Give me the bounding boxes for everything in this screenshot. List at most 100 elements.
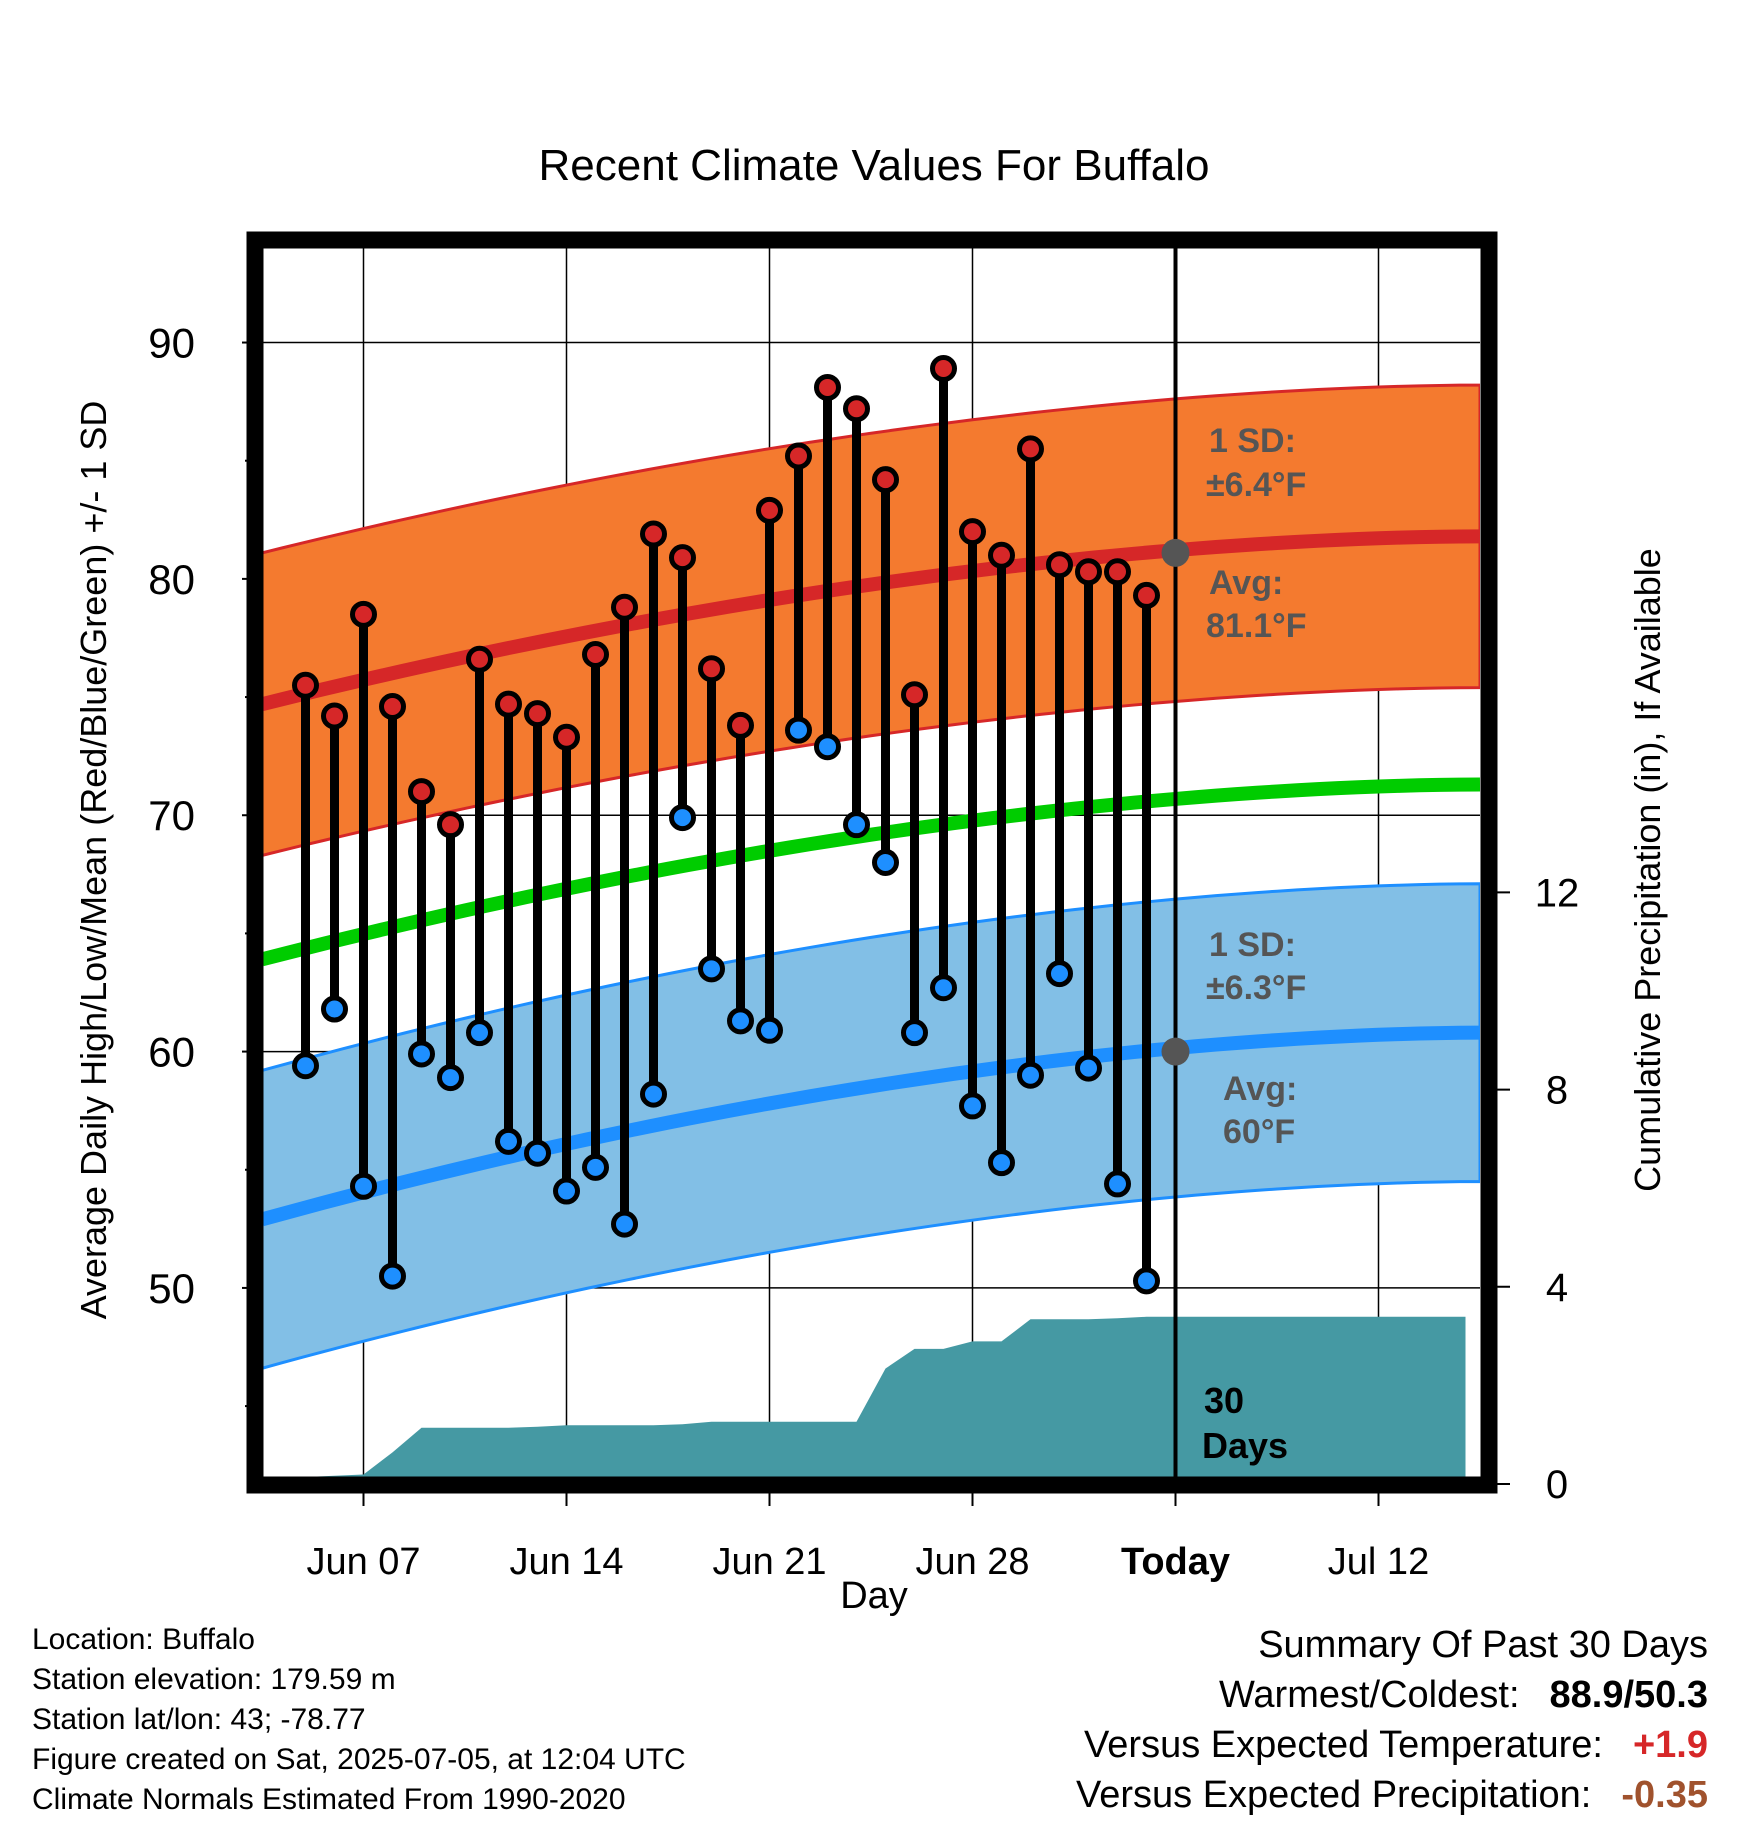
y2-axis-label: Cumulative Precipitation (in), If Availa… — [1627, 548, 1668, 1192]
high-point — [582, 641, 609, 669]
precipitation-area — [305, 1316, 1466, 1477]
high-point — [756, 496, 783, 524]
low-point — [611, 1210, 638, 1238]
low-point — [901, 1019, 928, 1047]
low-avg-value: 60°F — [1223, 1113, 1295, 1151]
low-point — [553, 1177, 580, 1205]
low-point — [495, 1127, 522, 1155]
high-point — [727, 711, 754, 739]
meta-location: Location: Buffalo — [32, 1623, 255, 1656]
high-point — [321, 702, 348, 730]
y-tick-label: 60 — [148, 1029, 195, 1076]
low-point — [524, 1139, 551, 1167]
high-point — [988, 541, 1015, 569]
y2-tick-label: 4 — [1546, 1266, 1568, 1310]
low-sd-value: ±6.3°F — [1206, 969, 1306, 1007]
x-tick-label: Today — [1121, 1541, 1230, 1583]
x-tick-label: Jun 21 — [712, 1541, 826, 1583]
high-avg-value: 81.1°F — [1206, 607, 1307, 645]
x-tick-label: Jun 07 — [306, 1541, 420, 1583]
low-point — [1075, 1054, 1102, 1082]
summary-warmest-row: Warmest/Coldest: 88.9/50.3 — [1076, 1670, 1708, 1720]
high-point — [1075, 558, 1102, 586]
high-point — [930, 355, 957, 383]
summary-panel: Summary Of Past 30 Days Warmest/Coldest:… — [1076, 1620, 1708, 1820]
station-metadata: Location: Buffalo Station elevation: 179… — [32, 1620, 686, 1820]
low-point — [582, 1153, 609, 1181]
x-tick-label: Jun 14 — [509, 1541, 623, 1583]
y2-tick-label: 12 — [1535, 871, 1580, 915]
high-point — [437, 811, 464, 839]
low-point — [350, 1172, 377, 1200]
y-tick-label: 90 — [148, 320, 195, 367]
mean-average-line — [262, 777, 1480, 967]
low-point — [379, 1262, 406, 1290]
x-tick-label: Jun 28 — [915, 1541, 1029, 1583]
high-point — [495, 690, 522, 718]
temp-label: Versus Expected Temperature: — [1084, 1724, 1603, 1766]
low-point — [959, 1092, 986, 1120]
low-point — [1133, 1267, 1160, 1295]
low-point — [727, 1007, 754, 1035]
high-point — [466, 645, 493, 673]
low-average-line — [262, 1025, 1480, 1227]
low-point — [292, 1052, 319, 1080]
high-point — [901, 681, 928, 709]
high-sd-label: 1 SD: — [1209, 422, 1296, 460]
low-point — [814, 733, 841, 761]
low-point — [1046, 960, 1073, 988]
high-point — [379, 693, 406, 721]
today-high-average-marker — [1161, 538, 1190, 567]
high-average-line — [262, 529, 1480, 711]
high-point — [350, 600, 377, 628]
y-axis-label: Average Daily High/Low/Mean (Red/Blue/Gr… — [73, 401, 114, 1320]
plot-frame — [246, 231, 1498, 1494]
high-point — [814, 373, 841, 401]
high-avg-label: Avg: — [1209, 564, 1283, 602]
plot-area: 1 SD: ±6.4°F Avg: 81.1°F 1 SD: ±6.3°F Avg: 60°F… — [148, 231, 1580, 1583]
meta-created: Figure created on Sat, 2025-07-05, at 12… — [32, 1743, 686, 1776]
high-point — [524, 700, 551, 728]
low-point — [785, 716, 812, 744]
days-label-word: Days — [1202, 1425, 1288, 1466]
y-tick-label: 80 — [148, 556, 195, 603]
high-point — [669, 544, 696, 572]
high-point — [553, 723, 580, 751]
low-point — [437, 1064, 464, 1092]
temp-value: +1.9 — [1632, 1724, 1708, 1766]
warmest-value: 88.9/50.3 — [1549, 1674, 1708, 1716]
low-point — [1017, 1061, 1044, 1089]
chart-title: Recent Climate Values For Buffalo — [539, 141, 1210, 190]
high-point — [1133, 581, 1160, 609]
high-point — [843, 395, 870, 423]
low-point — [988, 1149, 1015, 1177]
meta-elevation: Station elevation: 179.59 m — [32, 1663, 396, 1696]
x-tick-label: Jul 12 — [1328, 1541, 1429, 1583]
low-point — [669, 804, 696, 832]
high-point — [1046, 551, 1073, 579]
low-sd-band — [262, 882, 1480, 1370]
summary-precip-row: Versus Expected Precipitation: -0.35 — [1076, 1770, 1708, 1820]
high-point — [1104, 558, 1131, 586]
low-point — [756, 1016, 783, 1044]
high-point — [785, 442, 812, 470]
low-point — [872, 849, 899, 876]
high-point — [1017, 435, 1044, 463]
high-point — [611, 593, 638, 621]
low-point — [321, 995, 348, 1023]
low-point — [640, 1080, 667, 1108]
plot-inner — [262, 248, 1480, 1477]
high-point — [959, 518, 986, 546]
x-axis-label: Day — [840, 1575, 908, 1617]
high-point — [698, 655, 725, 683]
low-sd-label: 1 SD: — [1209, 926, 1296, 964]
high-point — [408, 778, 435, 806]
days-label-number: 30 — [1204, 1380, 1244, 1421]
precip-value: -0.35 — [1621, 1774, 1708, 1816]
meta-normals: Climate Normals Estimated From 1990-2020 — [32, 1783, 626, 1816]
climate-chart: Recent Climate Values For Buffalo 1 SD: ±… — [73, 141, 1668, 1617]
low-point — [843, 811, 870, 839]
today-low-average-marker — [1161, 1037, 1190, 1066]
meta-latlon: Station lat/lon: 43; -78.77 — [32, 1703, 366, 1736]
high-point — [872, 466, 899, 494]
